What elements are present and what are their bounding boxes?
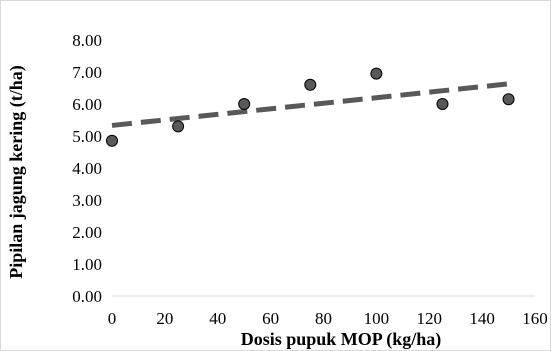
data-points xyxy=(106,67,515,147)
x-tick-label: 40 xyxy=(209,309,226,328)
y-tick-label: 8.00 xyxy=(72,31,102,50)
y-tick-label: 4.00 xyxy=(72,159,102,178)
x-tick-label: 140 xyxy=(469,309,495,328)
data-point xyxy=(238,98,251,110)
data-point xyxy=(172,120,185,133)
trendline-layer xyxy=(111,81,509,128)
data-point xyxy=(106,134,118,147)
x-axis-title: Dosis pupuk MOP (kg/ha) xyxy=(241,329,442,350)
y-axis-ticks: 0.00 1.00 2.00 3.00 4.00 5.00 6.00 7.00 8.00 xyxy=(72,31,102,306)
y-tick-label: 6.00 xyxy=(72,95,102,114)
data-point xyxy=(436,98,449,110)
y-tick-label: 2.00 xyxy=(72,223,102,242)
x-tick-label: 0 xyxy=(108,309,117,328)
y-tick-label: 3.00 xyxy=(72,191,102,210)
y-tick-label: 5.00 xyxy=(72,127,102,146)
data-point xyxy=(304,78,317,91)
y-tick-label: 7.00 xyxy=(72,63,102,82)
data-point xyxy=(502,93,515,106)
x-tick-label: 100 xyxy=(364,309,390,328)
data-point xyxy=(370,67,383,80)
y-axis-title: Pipilan jagung kering (t/ha) xyxy=(6,65,27,279)
x-tick-label: 20 xyxy=(156,309,173,328)
x-tick-label: 80 xyxy=(315,309,332,328)
y-tick-label: 0.00 xyxy=(72,287,102,306)
x-tick-label: 120 xyxy=(417,309,443,328)
y-tick-label: 1.00 xyxy=(72,255,102,274)
trendline xyxy=(111,81,509,128)
x-axis-ticks: 0 20 40 60 80 100 120 140 160 xyxy=(108,309,548,328)
x-tick-label: 160 xyxy=(522,309,548,328)
x-tick-label: 60 xyxy=(262,309,279,328)
